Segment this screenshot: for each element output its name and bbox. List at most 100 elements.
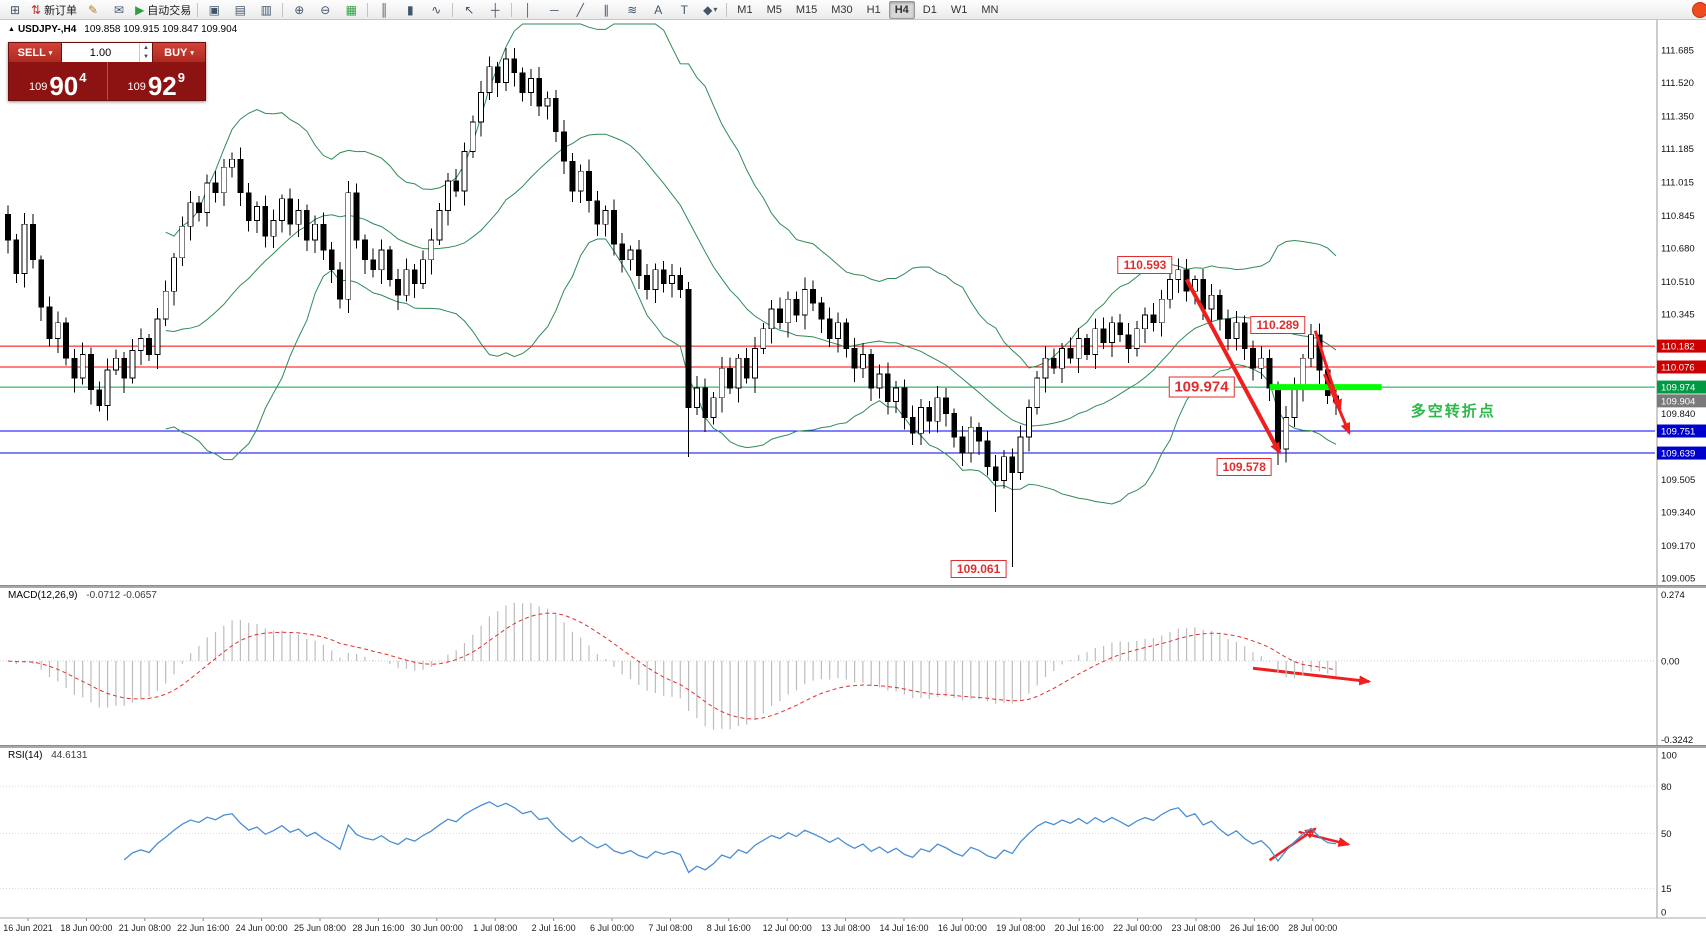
zoom-in-icon: ⊕ [294,2,305,17]
toolbar-separator [452,2,454,17]
metaeditor-button[interactable]: ✎ [80,1,106,19]
time-axis-label: 28 Jul 00:00 [1288,923,1338,933]
tile-windows-button[interactable]: ▣ [201,1,227,19]
volume-down-icon[interactable]: ▼ [143,54,149,61]
cursor-tool-button[interactable]: ↖ [456,1,482,19]
label-tool-icon: T [680,2,688,17]
buy-button[interactable]: BUY ▾ [153,43,205,62]
svg-text:110.076: 110.076 [1661,362,1695,373]
trendline-tool-icon: ╱ [576,2,584,17]
macd-histogram [15,602,1337,730]
time-axis-label: 8 Jul 16:00 [706,923,751,933]
cursor-tool-icon: ↖ [464,2,475,17]
autotrading-label: 自动交易 [147,4,192,17]
new-order-button[interactable]: ⇅ 新订单 [28,1,80,19]
buy-price-big: 92 [147,71,177,102]
bar-chart-mode-icon: ║ [380,2,389,17]
time-axis-label: 28 Jun 16:00 [352,923,405,933]
channel-tool-button[interactable]: ∥ [593,1,619,19]
candlestick-mode-button[interactable]: ▮ [397,1,423,19]
toolbar-separator [282,2,284,17]
svg-text:0.274: 0.274 [1661,590,1685,601]
zoom-out-icon: ⊖ [320,2,331,17]
timeframe-w1-button[interactable]: W1 [950,3,968,16]
volume-input[interactable] [62,43,139,62]
price-annotation[interactable]: 109.061 [950,559,1007,578]
time-axis-label: 1 Jul 08:00 [473,923,518,933]
time-axis-label: 14 Jul 16:00 [879,923,929,933]
zoom-out-button[interactable]: ⊖ [312,1,338,19]
tile-horizontally-button[interactable]: ▤ [227,1,253,19]
price-annotation[interactable]: 110.593 [1117,256,1173,275]
sell-price[interactable]: 109 90 4 [9,62,107,100]
horizontal-line-tool-button[interactable]: ─ [541,1,567,19]
main-toolbar: ⊞ ⇅ 新订单 ✎ ✉ ▶ 自动交易 ▣ ▤ ▥ ⊕ ⊖ ▦ ║ ▮ ∿ ↖ ┼ │ ─ ╱ ∥ ≋ A T ◆ ▾ M1 M5 M15 M… [0,0,1706,20]
arrows-tool-button[interactable]: ◆ ▾ [697,1,723,19]
new-chart-icon: ⊞ [9,2,21,17]
timeframe-h4-button[interactable]: H4 [888,0,915,19]
time-axis-label: 24 Jun 00:00 [235,923,288,933]
panel-separator[interactable] [0,585,1706,588]
svg-text:111.520: 111.520 [1661,78,1694,89]
timeframe-m15-button[interactable]: M15 [795,3,818,16]
label-tool-button[interactable]: T [671,1,697,19]
svg-text:111.185: 111.185 [1661,144,1694,155]
tile-vertically-button[interactable]: ▥ [253,1,279,19]
tile-vertically-icon: ▥ [260,2,272,17]
timeframe-m30-button[interactable]: M30 [831,3,853,16]
timeframe-d1-button[interactable]: D1 [922,3,937,16]
trendline-tool-button[interactable]: ╱ [567,1,593,19]
ohlc-readout: 109.858 109.915 109.847 109.904 [84,24,238,35]
timeframe-m1-button[interactable]: M1 [737,3,753,16]
price-annotation[interactable]: 110.289 [1250,316,1306,334]
autotrading-icon: ▶ [135,2,145,17]
sell-button[interactable]: SELL ▾ [9,43,61,62]
alert-icon[interactable] [1692,2,1706,18]
bar-chart-mode-button[interactable]: ║ [371,1,397,19]
text-tool-button[interactable]: A [645,1,671,19]
crosshair-tool-button[interactable]: ┼ [482,1,508,19]
candlestick-mode-icon: ▮ [406,2,414,17]
vertical-line-tool-button[interactable]: │ [515,1,541,19]
turning-point-label[interactable]: 多空转折点 [1410,403,1496,421]
toolbar-separator [367,2,369,17]
svg-text:109.505: 109.505 [1661,475,1695,486]
svg-text:109.974: 109.974 [1661,383,1695,394]
horizontal-level-lines[interactable] [0,345,1655,454]
one-click-trading-panel: SELL ▾ ▲ ▼ BUY ▾ 109 90 4 109 92 9 [8,42,206,101]
mailbox-button[interactable]: ✉ [106,1,132,19]
time-axis-label: 12 Jul 00:00 [762,923,812,933]
price-annotation[interactable]: 109.578 [1216,458,1272,477]
rsi-value: 44.6131 [51,750,88,761]
time-axis[interactable]: 16 Jun 2021 18 Jun 00:00 21 Jun 08:00 22 Ju… [0,921,1706,939]
sell-price-prefix: 109 [28,81,48,93]
toolbar-separator [726,2,728,17]
panel-separator[interactable] [0,745,1706,748]
indicators-button[interactable]: ▦ [338,1,364,19]
timeframe-m5-button[interactable]: M5 [766,3,782,16]
buy-price[interactable]: 109 92 9 [106,62,206,102]
time-axis-label: 25 Jun 08:00 [293,923,347,933]
price-annotation[interactable]: 109.974 [1168,376,1235,398]
autotrading-button[interactable]: ▶ 自动交易 [132,1,194,19]
line-chart-mode-button[interactable]: ∿ [423,1,449,19]
timeframe-h1-button[interactable]: H1 [866,3,881,16]
svg-text:80: 80 [1661,782,1672,793]
fibonacci-tool-button[interactable]: ≋ [619,1,645,19]
zoom-in-button[interactable]: ⊕ [286,1,312,19]
sell-price-pip: 4 [79,70,87,85]
svg-text:109.639: 109.639 [1661,449,1695,460]
caret-down-icon: ▾ [190,49,194,57]
svg-text:109.340: 109.340 [1661,507,1695,518]
indicators-icon: ▦ [345,2,357,17]
time-axis-label: 13 Jul 08:00 [821,923,871,933]
timeframe-mn-button[interactable]: MN [981,3,999,16]
svg-text:0: 0 [1661,908,1666,919]
volume-up-icon[interactable]: ▲ [143,44,149,51]
arrows-tool-icon: ◆ [703,2,713,17]
collapse-arrow-icon[interactable]: ▲ [8,26,15,33]
new-chart-button[interactable]: ⊞ [2,1,28,19]
caret-down-icon: ▾ [48,49,53,57]
svg-text:110.845: 110.845 [1661,211,1695,222]
